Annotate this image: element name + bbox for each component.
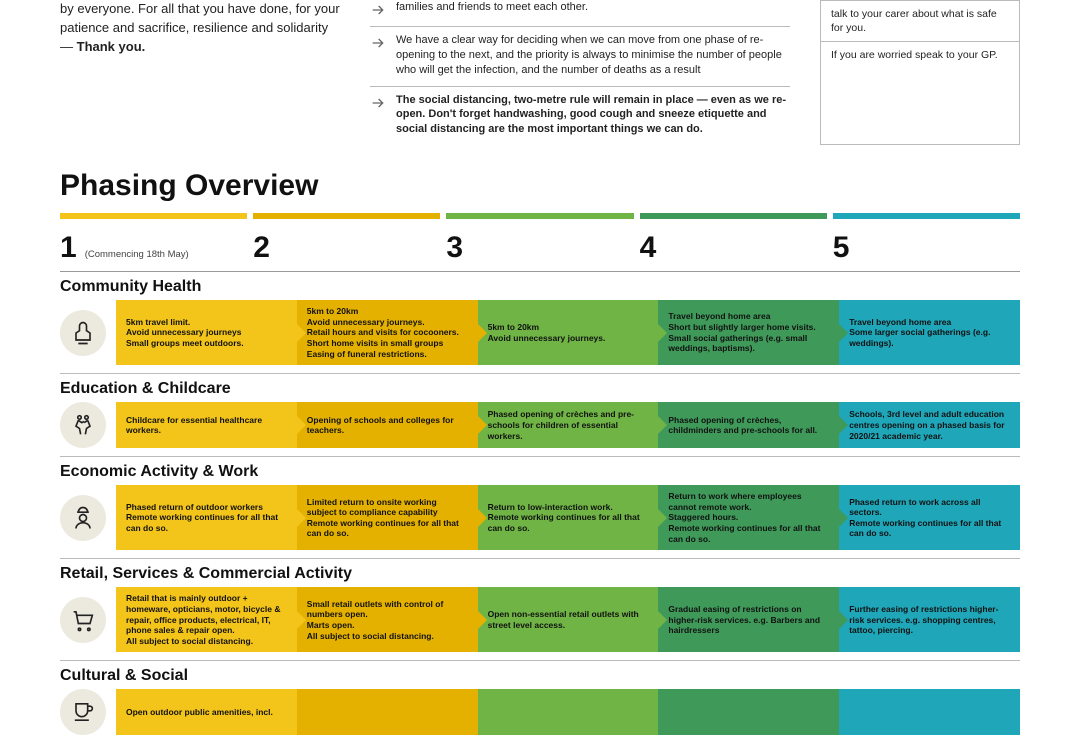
phase-cell: Phased return to work across all sectors… [839,485,1020,550]
top-strip: by everyone. For all that you have done,… [60,0,1020,145]
intro-thankyou: by everyone. For all that you have done,… [60,0,340,145]
phase-bar [833,213,1020,219]
phase-cell: Opening of schools and colleges for teac… [297,402,478,448]
phase-number: 5 [833,231,1020,265]
advice-box: talk to your carer about what is safe fo… [820,0,1020,145]
phase-cell: Return to low-interaction work. Remote w… [478,485,659,550]
category-title: Cultural & Social [60,667,1020,685]
walk-icon [60,402,106,448]
phase-cell: Phased return of outdoor workers Remote … [116,485,297,550]
phase-cell: Small retail outlets with control of num… [297,587,478,652]
arrow-icon [370,2,386,18]
key-points: families and friends to meet each other.… [370,0,790,145]
category-row: Phased return of outdoor workers Remote … [60,485,1020,559]
hands-icon [60,310,106,356]
category-title: Retail, Services & Commercial Activity [60,565,1020,583]
category-row: Childcare for essential healthcare worke… [60,402,1020,457]
phase-cell: Travel beyond home area Short but slight… [658,300,839,365]
phase-cell: Further easing of restrictions higher-ri… [839,587,1020,652]
phase-cell: Retail that is mainly outdoor + homeware… [116,587,297,652]
phase-cell: Open non-essential retail outlets with s… [478,587,659,652]
category-title: Community Health [60,278,1020,296]
advice-line: talk to your carer about what is safe fo… [821,1,1019,41]
phase-bar [640,213,827,219]
phase-cell: Open outdoor public amenities, incl. [116,689,297,735]
phase-numbers: 1(Commencing 18th May)2345 [60,221,1020,272]
phase-cell [658,689,839,735]
key-point: The social distancing, two-metre rule wi… [370,86,790,146]
phase-cell [478,689,659,735]
worker-icon [60,495,106,541]
category-row: 5km travel limit. Avoid unnecessary jour… [60,300,1020,374]
phase-cell: Phased opening of crèches and pre-school… [478,402,659,448]
arrow-icon [370,95,386,111]
phase-number: 3 [446,231,633,265]
phase-number: 4 [640,231,827,265]
phase-cell: 5km travel limit. Avoid unnecessary jour… [116,300,297,365]
phase-number: 2 [253,231,440,265]
phase-color-bars [60,213,1020,219]
category-title: Economic Activity & Work [60,463,1020,481]
phase-cell: Gradual easing of restrictions on higher… [658,587,839,652]
category-row: Open outdoor public amenities, incl. [60,689,1020,743]
arrow-icon [370,35,386,51]
phase-cell: Schools, 3rd level and adult education c… [839,402,1020,448]
phase-cell [297,689,478,735]
phase-cell [839,689,1020,735]
phase-bar [60,213,247,219]
overview-title: Phasing Overview [60,169,1020,203]
phase-cell: Childcare for essential healthcare worke… [116,402,297,448]
key-point: families and friends to meet each other. [370,0,790,26]
key-point: We have a clear way for deciding when we… [370,26,790,86]
category-title: Education & Childcare [60,380,1020,398]
phase-bar [446,213,633,219]
cup-icon [60,689,106,735]
phase-cell: 5km to 20km Avoid unnecessary journeys. [478,300,659,365]
advice-line: If you are worried speak to your GP. [821,41,1019,68]
phase-cell: 5km to 20km Avoid unnecessary journeys. … [297,300,478,365]
phase-cell: Limited return to onsite working subject… [297,485,478,550]
category-row: Retail that is mainly outdoor + homeware… [60,587,1020,661]
cart-icon [60,597,106,643]
phase-cell: Return to work where employees cannot re… [658,485,839,550]
phase-number: 1(Commencing 18th May) [60,231,247,265]
phase-cell: Phased opening of crèches, childminders … [658,402,839,448]
phase-bar [253,213,440,219]
phase-cell: Travel beyond home area Some larger soci… [839,300,1020,365]
